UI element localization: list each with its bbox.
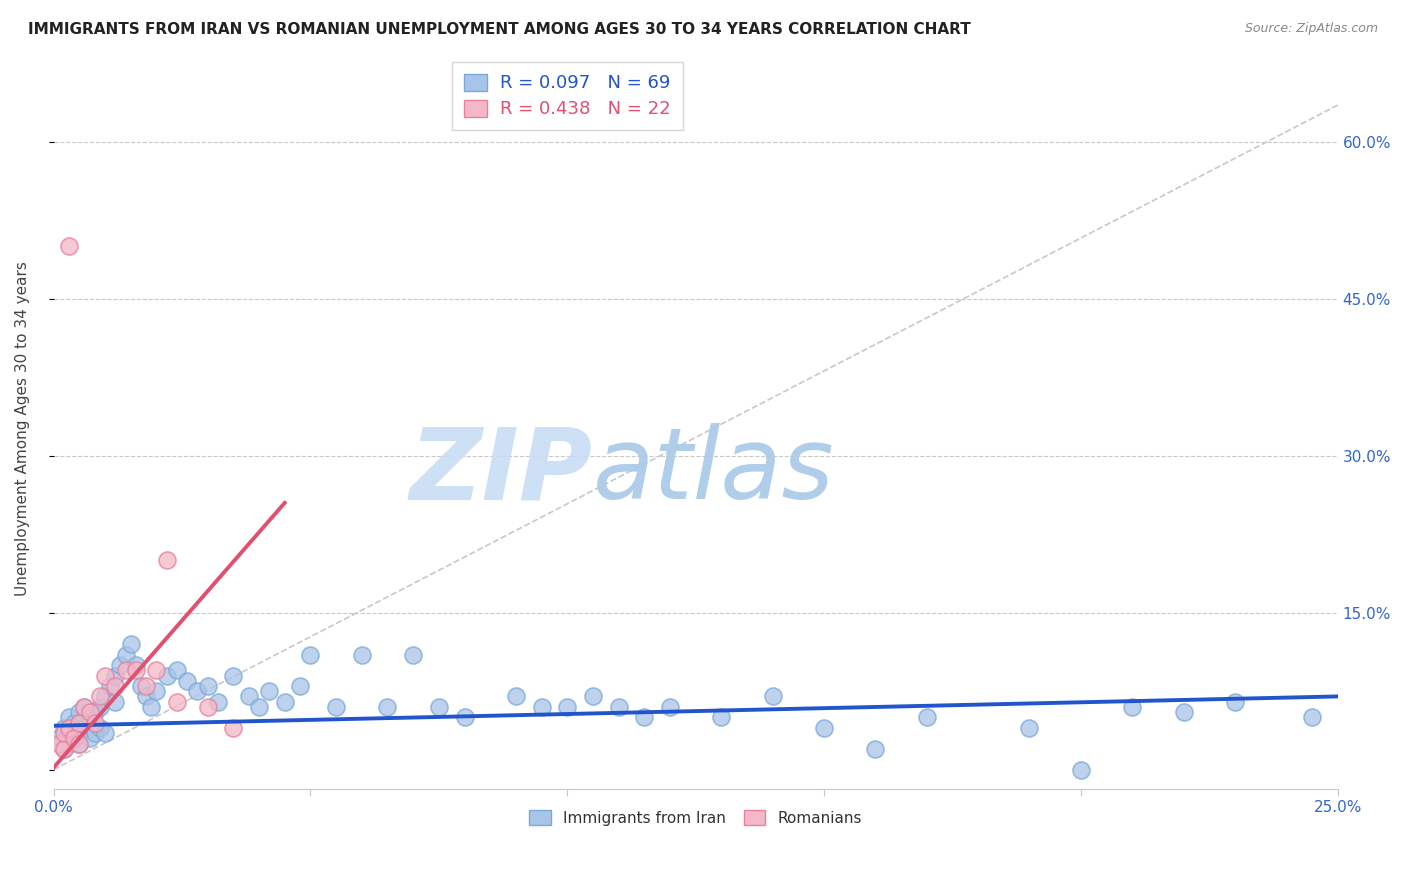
Point [1121,699,1143,714]
Point [58,721,80,735]
Point [166,695,188,709]
Point [125,658,148,673]
Point [274,695,297,709]
Point [1070,763,1092,777]
Point [89,690,111,704]
Point [114,663,136,677]
Point [114,648,136,662]
Point [73,699,96,714]
Point [63,715,86,730]
Point [58,710,80,724]
Point [915,710,938,724]
Point [530,699,553,714]
Point [222,668,245,682]
Point [155,553,177,567]
Point [505,690,527,704]
Point [94,668,117,682]
Point [52,721,75,735]
Point [186,684,208,698]
Point [813,721,835,735]
Point [67,737,90,751]
Point [79,710,101,724]
Point [89,721,111,735]
Text: IMMIGRANTS FROM IRAN VS ROMANIAN UNEMPLOYMENT AMONG AGES 30 TO 34 YEARS CORRELAT: IMMIGRANTS FROM IRAN VS ROMANIAN UNEMPLO… [28,22,972,37]
Point [83,715,105,730]
Point [1173,705,1195,719]
Point [453,710,475,724]
Point [427,699,450,714]
Point [83,726,105,740]
Point [52,741,75,756]
Point [207,695,229,709]
Point [63,731,86,746]
Point [58,726,80,740]
Point [63,731,86,746]
Point [710,710,733,724]
Point [94,690,117,704]
Point [197,679,219,693]
Point [104,679,127,693]
Point [67,737,90,751]
Point [865,741,887,756]
Point [89,699,111,714]
Point [125,663,148,677]
Point [67,705,90,719]
Point [52,741,75,756]
Point [129,679,152,693]
Point [79,731,101,746]
Point [555,699,578,714]
Point [288,679,311,693]
Point [166,663,188,677]
Point [83,705,105,719]
Legend: Immigrants from Iran, Romanians: Immigrants from Iran, Romanians [520,800,872,835]
Point [176,673,198,688]
Point [299,648,322,662]
Point [377,699,399,714]
Point [259,684,281,698]
Point [141,699,163,714]
Point [762,690,785,704]
Point [58,737,80,751]
Point [104,695,127,709]
Point [1301,710,1323,724]
Point [1223,695,1246,709]
Point [104,668,127,682]
Point [67,726,90,740]
Point [79,705,101,719]
Text: ZIP: ZIP [411,423,593,520]
Point [658,699,681,714]
Point [582,690,605,704]
Point [197,699,219,714]
Point [58,239,80,253]
Y-axis label: Unemployment Among Ages 30 to 34 years: Unemployment Among Ages 30 to 34 years [15,261,30,596]
Point [73,699,96,714]
Point [633,710,655,724]
Point [350,648,373,662]
Point [145,663,167,677]
Point [155,668,177,682]
Point [1018,721,1040,735]
Point [120,637,142,651]
Point [73,721,96,735]
Point [238,690,260,704]
Point [52,726,75,740]
Point [98,679,121,693]
Point [48,737,70,751]
Point [607,699,630,714]
Point [402,648,425,662]
Point [94,726,117,740]
Point [325,699,347,714]
Text: atlas: atlas [593,423,835,520]
Point [145,684,167,698]
Point [48,731,70,746]
Point [135,690,157,704]
Point [247,699,270,714]
Point [135,679,157,693]
Point [222,721,245,735]
Text: Source: ZipAtlas.com: Source: ZipAtlas.com [1244,22,1378,36]
Point [67,715,90,730]
Point [110,658,132,673]
